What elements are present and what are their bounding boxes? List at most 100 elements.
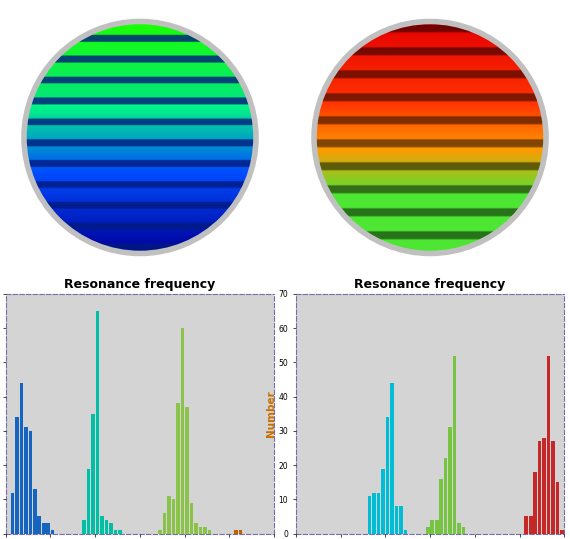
Polygon shape (318, 163, 542, 164)
Polygon shape (72, 230, 207, 231)
Polygon shape (40, 80, 239, 81)
Polygon shape (55, 214, 226, 215)
Bar (390, 383, 394, 534)
Polygon shape (31, 100, 249, 101)
Polygon shape (321, 101, 539, 102)
Polygon shape (329, 191, 531, 192)
Polygon shape (35, 185, 245, 186)
Bar (176, 404, 180, 534)
Polygon shape (322, 177, 538, 178)
Polygon shape (64, 51, 216, 52)
Polygon shape (316, 122, 544, 123)
Polygon shape (51, 64, 229, 65)
Polygon shape (35, 91, 245, 92)
Polygon shape (70, 228, 210, 229)
Bar (547, 356, 551, 534)
Bar (430, 520, 434, 534)
Bar (42, 523, 46, 534)
Polygon shape (64, 223, 216, 224)
Polygon shape (323, 96, 538, 97)
Polygon shape (331, 79, 530, 80)
Polygon shape (27, 118, 253, 119)
Polygon shape (126, 23, 154, 24)
Polygon shape (119, 24, 161, 25)
Polygon shape (26, 150, 254, 151)
Polygon shape (319, 167, 541, 168)
Polygon shape (333, 198, 527, 199)
Polygon shape (26, 128, 254, 129)
Polygon shape (349, 218, 511, 219)
Polygon shape (59, 56, 221, 57)
Polygon shape (74, 231, 206, 232)
Polygon shape (25, 131, 255, 132)
Polygon shape (29, 166, 251, 167)
Polygon shape (49, 207, 231, 208)
Polygon shape (25, 139, 255, 140)
Polygon shape (316, 148, 544, 149)
Polygon shape (350, 219, 510, 220)
Polygon shape (315, 133, 545, 134)
Polygon shape (113, 25, 167, 26)
Polygon shape (325, 89, 535, 90)
Bar (372, 493, 376, 534)
Polygon shape (397, 27, 463, 28)
Polygon shape (329, 83, 531, 84)
Polygon shape (27, 155, 254, 156)
Polygon shape (351, 220, 510, 221)
Polygon shape (68, 48, 212, 49)
Polygon shape (37, 188, 243, 189)
Polygon shape (27, 113, 253, 114)
Polygon shape (61, 53, 219, 54)
Polygon shape (27, 158, 253, 160)
Polygon shape (409, 250, 451, 251)
Polygon shape (77, 233, 203, 234)
Polygon shape (25, 142, 255, 143)
Polygon shape (61, 221, 219, 222)
Polygon shape (369, 234, 491, 235)
Polygon shape (25, 134, 255, 135)
Polygon shape (119, 250, 161, 251)
Polygon shape (47, 205, 233, 206)
Bar (239, 530, 242, 534)
Polygon shape (58, 57, 222, 58)
Polygon shape (365, 42, 495, 43)
Polygon shape (70, 46, 210, 47)
Polygon shape (325, 185, 535, 186)
Polygon shape (55, 60, 226, 61)
Polygon shape (317, 114, 543, 115)
Polygon shape (27, 161, 253, 162)
Polygon shape (48, 206, 231, 207)
Polygon shape (29, 108, 251, 109)
Polygon shape (367, 233, 493, 234)
Polygon shape (403, 249, 457, 250)
Polygon shape (52, 211, 227, 212)
Polygon shape (26, 145, 255, 146)
Polygon shape (339, 67, 521, 68)
Polygon shape (323, 95, 537, 96)
Polygon shape (75, 232, 205, 233)
Bar (181, 328, 184, 534)
Polygon shape (34, 180, 247, 181)
Polygon shape (320, 103, 540, 104)
Polygon shape (316, 153, 544, 154)
Polygon shape (52, 63, 227, 64)
Polygon shape (337, 204, 523, 205)
Polygon shape (27, 115, 253, 116)
Polygon shape (36, 87, 243, 88)
Polygon shape (327, 187, 534, 188)
Polygon shape (395, 246, 465, 247)
Polygon shape (27, 156, 253, 157)
Polygon shape (392, 29, 469, 30)
Polygon shape (315, 137, 545, 138)
Polygon shape (26, 122, 254, 123)
Polygon shape (68, 226, 212, 227)
Bar (449, 427, 452, 534)
Polygon shape (324, 92, 536, 93)
Polygon shape (42, 78, 239, 79)
Polygon shape (316, 120, 544, 121)
Polygon shape (26, 120, 254, 121)
Bar (24, 427, 27, 534)
Polygon shape (32, 175, 249, 176)
Polygon shape (333, 199, 527, 200)
Polygon shape (32, 97, 248, 98)
